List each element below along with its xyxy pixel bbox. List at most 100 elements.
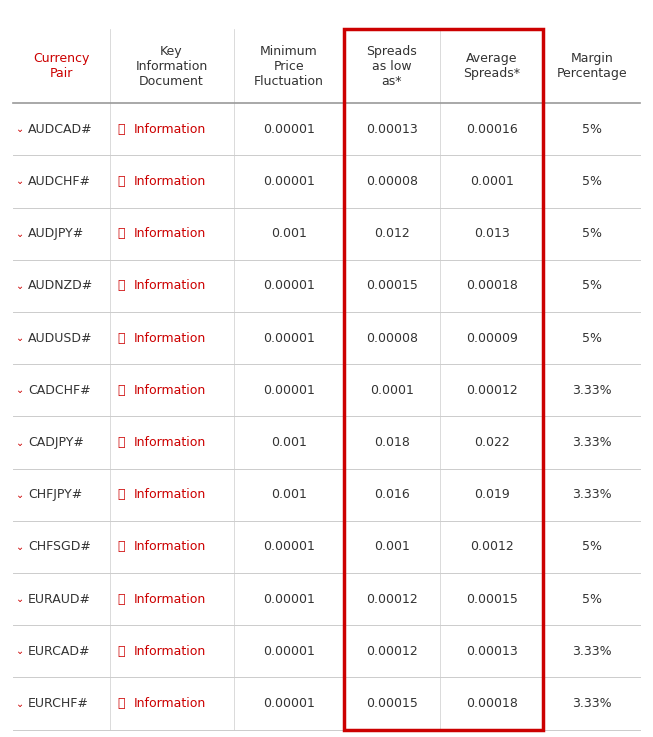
- Bar: [13, 260, 640, 312]
- Text: ⓘ: ⓘ: [118, 175, 125, 188]
- Text: Information: Information: [134, 332, 206, 345]
- Text: ⌄: ⌄: [16, 125, 24, 134]
- Text: ⓘ: ⓘ: [118, 436, 125, 449]
- Text: 0.001: 0.001: [271, 488, 306, 501]
- Text: ⌄: ⌄: [16, 385, 24, 395]
- Text: 0.00015: 0.00015: [366, 697, 418, 710]
- Text: 0.00018: 0.00018: [466, 697, 518, 710]
- Text: 5%: 5%: [582, 332, 601, 345]
- Text: 0.00001: 0.00001: [263, 645, 315, 658]
- Text: ⌄: ⌄: [16, 646, 24, 657]
- Text: ⌄: ⌄: [16, 333, 24, 343]
- Bar: [13, 573, 640, 625]
- Text: 0.019: 0.019: [474, 488, 510, 501]
- Text: Key
Information
Document: Key Information Document: [135, 45, 208, 88]
- Text: ⌄: ⌄: [16, 489, 24, 500]
- Bar: [13, 677, 640, 730]
- Bar: [13, 103, 640, 156]
- Text: CADJPY#: CADJPY#: [28, 436, 84, 449]
- Text: 0.00001: 0.00001: [263, 384, 315, 397]
- Text: 0.001: 0.001: [271, 227, 306, 240]
- Text: Information: Information: [134, 645, 206, 658]
- Bar: [13, 364, 640, 416]
- Text: 0.016: 0.016: [374, 488, 410, 501]
- Text: 0.022: 0.022: [474, 436, 510, 449]
- Text: ⓘ: ⓘ: [118, 593, 125, 606]
- Text: ⌄: ⌄: [16, 594, 24, 604]
- Text: AUDUSD#: AUDUSD#: [28, 332, 93, 345]
- Text: 5%: 5%: [582, 593, 601, 606]
- Text: AUDCAD#: AUDCAD#: [28, 123, 93, 136]
- Text: EURCHF#: EURCHF#: [28, 697, 89, 710]
- Text: 5%: 5%: [582, 279, 601, 293]
- Text: Information: Information: [134, 436, 206, 449]
- Bar: [13, 416, 640, 469]
- Text: Margin
Percentage: Margin Percentage: [556, 52, 627, 80]
- Text: ⌄: ⌄: [16, 281, 24, 291]
- Text: 0.00012: 0.00012: [466, 384, 518, 397]
- Text: ⓘ: ⓘ: [118, 227, 125, 240]
- Text: Information: Information: [134, 227, 206, 240]
- Text: 0.001: 0.001: [271, 436, 306, 449]
- Text: 0.0012: 0.0012: [470, 540, 514, 553]
- Text: CHFSGD#: CHFSGD#: [28, 540, 91, 553]
- Text: 3.33%: 3.33%: [572, 488, 611, 501]
- Text: 0.00016: 0.00016: [466, 123, 518, 136]
- Text: 5%: 5%: [582, 123, 601, 136]
- Text: 3.33%: 3.33%: [572, 436, 611, 449]
- Text: 0.00012: 0.00012: [366, 593, 418, 606]
- Text: Information: Information: [134, 123, 206, 136]
- Text: Information: Information: [134, 697, 206, 710]
- Text: 0.00008: 0.00008: [366, 332, 418, 345]
- Text: ⌄: ⌄: [16, 699, 24, 708]
- Text: 0.00012: 0.00012: [366, 645, 418, 658]
- Text: 5%: 5%: [582, 227, 601, 240]
- Text: ⓘ: ⓘ: [118, 384, 125, 397]
- Text: 0.00001: 0.00001: [263, 279, 315, 293]
- Text: ⌄: ⌄: [16, 438, 24, 447]
- Text: 3.33%: 3.33%: [572, 645, 611, 658]
- Text: 0.013: 0.013: [474, 227, 510, 240]
- Text: 5%: 5%: [582, 175, 601, 188]
- Text: 0.00001: 0.00001: [263, 332, 315, 345]
- Text: 0.00001: 0.00001: [263, 175, 315, 188]
- Bar: [13, 312, 640, 364]
- Text: EURAUD#: EURAUD#: [28, 593, 91, 606]
- Text: 3.33%: 3.33%: [572, 697, 611, 710]
- Text: 0.001: 0.001: [374, 540, 410, 553]
- Bar: [13, 521, 640, 573]
- Text: 0.00008: 0.00008: [366, 175, 418, 188]
- Text: Information: Information: [134, 384, 206, 397]
- Text: 0.00001: 0.00001: [263, 593, 315, 606]
- Text: Minimum
Price
Fluctuation: Minimum Price Fluctuation: [253, 45, 323, 88]
- Text: 0.0001: 0.0001: [370, 384, 414, 397]
- Text: 0.012: 0.012: [374, 227, 410, 240]
- Text: 3.33%: 3.33%: [572, 384, 611, 397]
- Bar: [13, 208, 640, 260]
- Text: Information: Information: [134, 593, 206, 606]
- Text: Information: Information: [134, 279, 206, 293]
- Text: 0.00013: 0.00013: [466, 645, 518, 658]
- Text: ⓘ: ⓘ: [118, 279, 125, 293]
- Text: 0.00001: 0.00001: [263, 697, 315, 710]
- Text: ⌄: ⌄: [16, 176, 24, 186]
- Text: CHFJPY#: CHFJPY#: [28, 488, 82, 501]
- Text: 0.00015: 0.00015: [466, 593, 518, 606]
- Text: 0.00015: 0.00015: [366, 279, 418, 293]
- Text: ⌄: ⌄: [16, 228, 24, 239]
- Text: 0.00009: 0.00009: [466, 332, 518, 345]
- Text: 0.00013: 0.00013: [366, 123, 418, 136]
- Text: 5%: 5%: [582, 540, 601, 553]
- Text: ⌄: ⌄: [16, 542, 24, 552]
- Text: 0.0001: 0.0001: [470, 175, 514, 188]
- Text: 0.00001: 0.00001: [263, 540, 315, 553]
- Text: ⓘ: ⓘ: [118, 645, 125, 658]
- Bar: [13, 156, 640, 208]
- Text: EURCAD#: EURCAD#: [28, 645, 91, 658]
- Text: CADCHF#: CADCHF#: [28, 384, 91, 397]
- Text: ⓘ: ⓘ: [118, 123, 125, 136]
- Text: Information: Information: [134, 488, 206, 501]
- Text: Information: Information: [134, 175, 206, 188]
- Text: 0.018: 0.018: [374, 436, 410, 449]
- Text: AUDNZD#: AUDNZD#: [28, 279, 93, 293]
